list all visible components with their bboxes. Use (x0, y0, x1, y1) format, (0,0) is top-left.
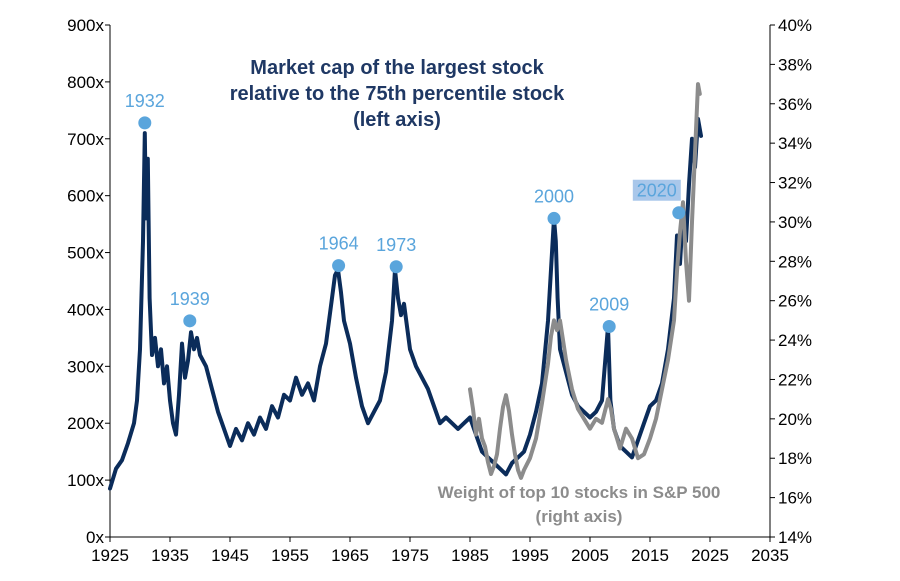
title-line-2: relative to the 75th percentile stock (230, 83, 565, 105)
x-tick-label: 1935 (151, 546, 189, 565)
annotation-label-2009: 2009 (589, 295, 629, 315)
y-right-tick-label: 16% (778, 489, 812, 508)
y-left-tick-label: 700x (67, 130, 104, 149)
annotation-label-1932: 1932 (125, 91, 165, 111)
x-tick-label: 1955 (271, 546, 309, 565)
series-line-top10-weight (468, 82, 702, 480)
annotations-layer: 1932 1939 1964 1973 2000 2009 2020 (125, 91, 686, 334)
y-right-tick-label: 22% (778, 370, 812, 389)
annotation-marker-1964 (332, 259, 346, 273)
annotation-marker-2020 (672, 206, 686, 220)
series-line-largest-stock-ratio (108, 116, 703, 491)
y-right-tick-label: 18% (778, 449, 812, 468)
axes-layer: 1925 1935 1945 1955 1965 1975 1985 1995 2005 2015… (67, 16, 812, 565)
annotation-marker-1932 (138, 116, 152, 130)
x-tick-label: 2015 (631, 546, 669, 565)
y-left-tick-label: 200x (67, 414, 104, 433)
y-right-tick-label: 34% (778, 134, 812, 153)
y-right-tick-label: 30% (778, 213, 812, 232)
y-left-tick-label: 600x (67, 187, 104, 206)
annotation-label-2000: 2000 (534, 186, 574, 206)
y-right-tick-label: 20% (778, 410, 812, 429)
y-right-tick-label: 36% (778, 95, 812, 114)
annotation-marker-1973 (389, 260, 403, 274)
y-left-tick-label: 500x (67, 244, 104, 263)
y-right-tick-label: 38% (778, 55, 812, 74)
annotation-marker-2000 (547, 211, 561, 225)
y-right-tick-label: 24% (778, 331, 812, 350)
y-right-tick-label: 32% (778, 174, 812, 193)
x-tick-label: 1975 (391, 546, 429, 565)
y-right-tick-label: 14% (778, 528, 812, 547)
title-line-3: (left axis) (353, 109, 441, 131)
y-left-tick-label: 400x (67, 300, 104, 319)
annotation-highlight-2020 (632, 179, 681, 201)
x-tick-label: 1985 (451, 546, 489, 565)
annotation-marker-2009 (602, 320, 616, 334)
x-tick-label: 1965 (331, 546, 369, 565)
x-tick-label: 1945 (211, 546, 249, 565)
annotation-label-1973: 1973 (376, 235, 416, 255)
x-tick-label: 1995 (511, 546, 549, 565)
y-left-tick-label: 800x (67, 73, 104, 92)
legend-line-1: Weight of top 10 stocks in S&P 500 (438, 483, 721, 502)
x-tick-label: 2025 (691, 546, 729, 565)
y-left-tick-label: 0x (86, 528, 104, 547)
x-tick-label: 2005 (571, 546, 609, 565)
y-left-tick-label: 100x (67, 471, 104, 490)
annotation-marker-1939 (183, 314, 197, 328)
annotation-label-1939: 1939 (170, 289, 210, 309)
annotation-label-1964: 1964 (319, 234, 359, 254)
y-left-tick-label: 900x (67, 16, 104, 35)
legend-line-2: (right axis) (536, 507, 623, 526)
series-layer (108, 82, 703, 491)
x-tick-label: 2035 (751, 546, 789, 565)
x-tick-label: 1925 (91, 546, 129, 565)
y-left-tick-label: 300x (67, 357, 104, 376)
annotation-label-2020: 2020 (637, 181, 677, 201)
y-right-tick-label: 26% (778, 292, 812, 311)
y-right-tick-label: 28% (778, 252, 812, 271)
title-line-1: Market cap of the largest stock (250, 57, 544, 79)
y-right-tick-label: 40% (778, 16, 812, 35)
